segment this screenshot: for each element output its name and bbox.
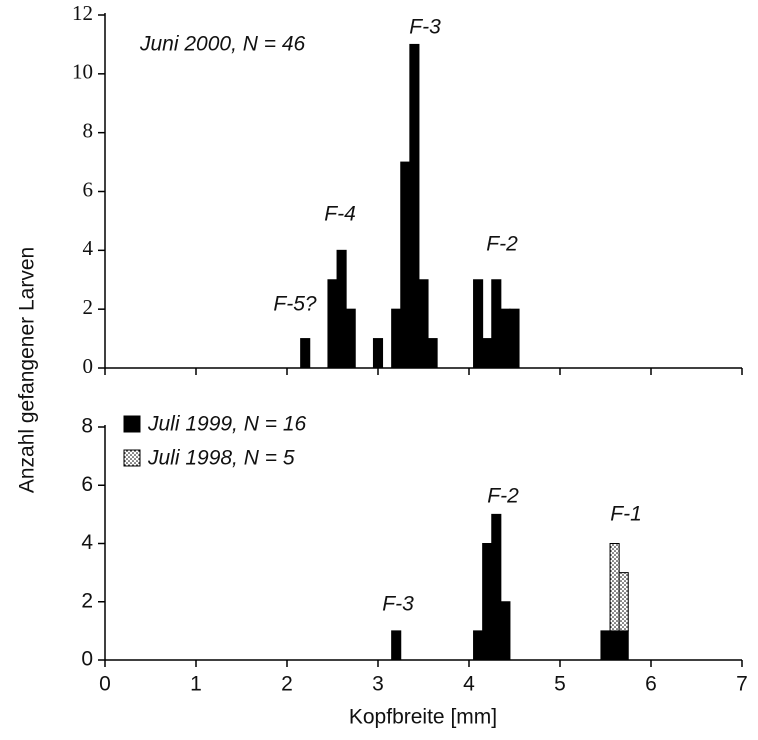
bar [482, 543, 493, 661]
bar [600, 630, 611, 661]
y-tick-label: 12 [72, 1, 93, 25]
annotation: F-5? [273, 293, 317, 316]
bar [372, 338, 384, 369]
x-axis-label: Kopfbreite [mm] [349, 706, 497, 729]
y-tick-label: 6 [81, 473, 93, 496]
bar [482, 338, 493, 369]
bar [500, 308, 511, 369]
annotation: F-4 [324, 203, 356, 226]
annotation: F-3 [382, 593, 414, 616]
y-tick-label: 8 [81, 415, 93, 438]
bar [391, 308, 402, 369]
bar [427, 338, 438, 369]
annotation: F-3 [409, 16, 441, 39]
y-tick-label: 8 [83, 118, 94, 142]
x-tick-label: 4 [463, 673, 475, 696]
legend-label: Juli 1998, N = 5 [147, 447, 295, 470]
bar [509, 308, 520, 369]
annotation: F-2 [487, 485, 519, 508]
bar [609, 630, 620, 661]
bar [618, 572, 629, 632]
bar [618, 630, 629, 661]
bar [336, 249, 347, 369]
x-tick-label: 1 [190, 673, 202, 696]
bar [491, 513, 502, 661]
y-tick-label: 10 [72, 60, 93, 84]
x-tick-label: 6 [645, 673, 657, 696]
bar [609, 543, 620, 632]
y-tick-label: 2 [83, 295, 94, 319]
bar [400, 161, 411, 369]
bar [327, 279, 338, 369]
bar [300, 338, 311, 369]
y-axis-label: Anzahl gefangener Larven [16, 247, 39, 493]
y-tick-label: 4 [83, 236, 94, 260]
legend-label: Juli 1999, N = 16 [147, 413, 307, 436]
y-tick-label: 4 [81, 531, 93, 554]
y-tick-label: 0 [81, 648, 93, 671]
y-tick-label: 2 [81, 589, 93, 612]
x-tick-label: 7 [736, 673, 748, 696]
bar [345, 308, 356, 369]
annotation: Juni 2000, N = 46 [139, 33, 306, 56]
bar [409, 43, 420, 369]
bar [473, 279, 484, 369]
x-tick-label: 0 [99, 673, 111, 696]
bar [391, 630, 402, 661]
bar [491, 279, 502, 369]
x-tick-label: 5 [554, 673, 566, 696]
x-tick-label: 3 [372, 673, 384, 696]
legend-swatch [123, 415, 141, 433]
x-tick-label: 2 [281, 673, 293, 696]
annotation: F-2 [486, 233, 518, 256]
bar [500, 601, 511, 661]
legend-swatch [123, 449, 141, 467]
annotation: F-1 [610, 503, 642, 526]
bar [473, 630, 484, 661]
y-tick-label: 0 [83, 354, 94, 378]
y-tick-label: 6 [83, 177, 94, 201]
bar [418, 279, 429, 369]
